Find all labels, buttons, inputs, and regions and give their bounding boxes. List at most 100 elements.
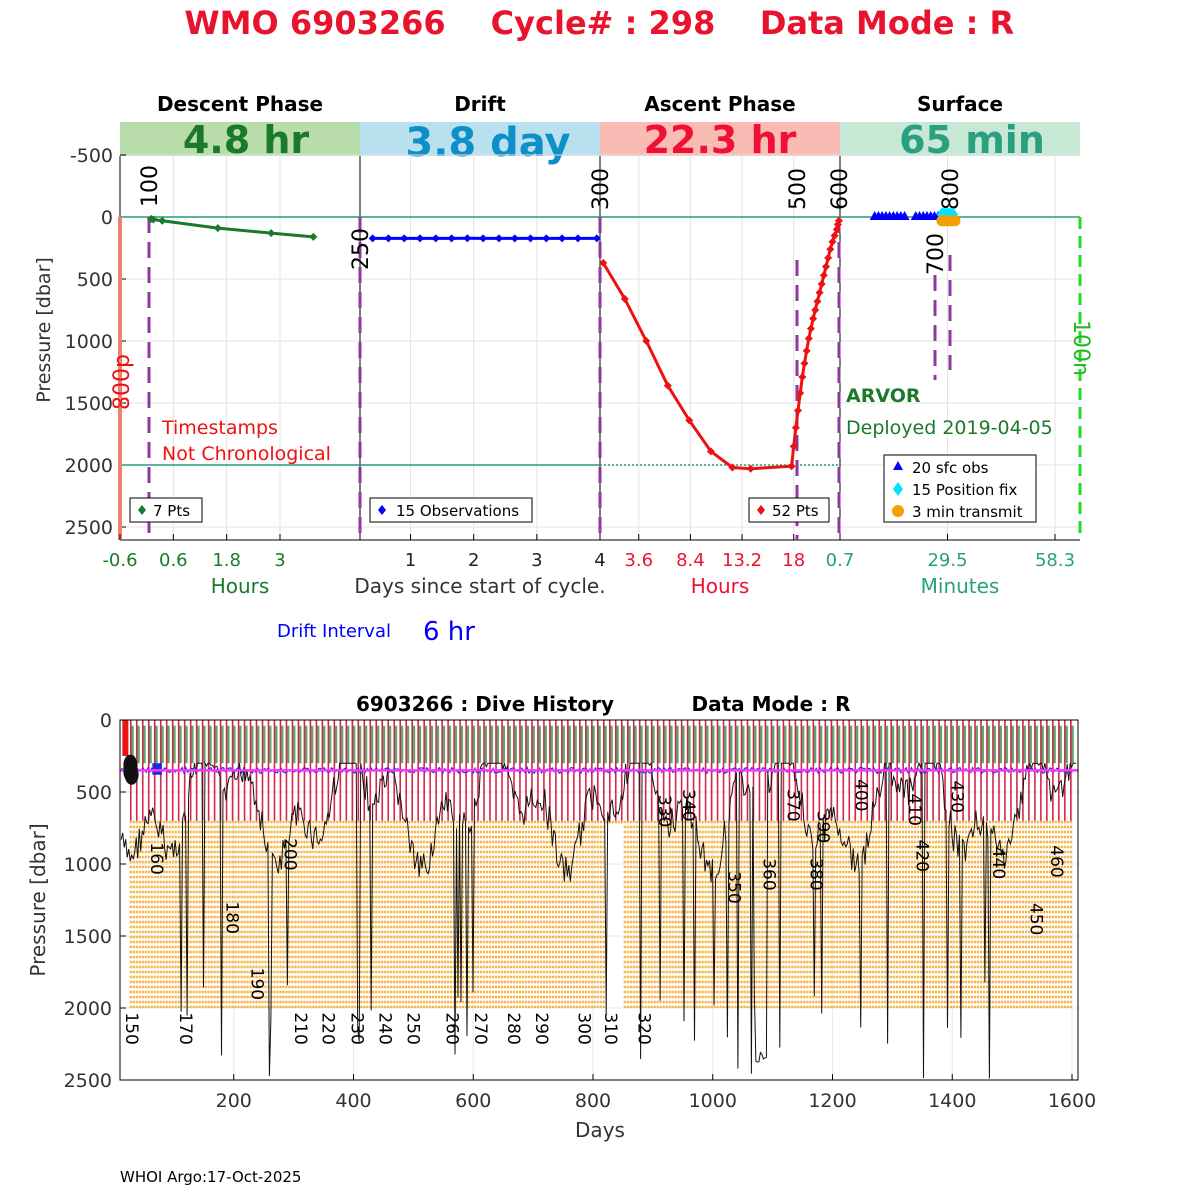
dive-history-plot: [120, 720, 1078, 1079]
marker-label-600: 600: [828, 168, 853, 210]
top-ytick-label: 1000: [65, 331, 113, 353]
marker-label-800p: 800p: [110, 354, 135, 410]
bottom-xtick-label: 800: [575, 1090, 611, 1112]
top-xtick-label: 29.5: [927, 550, 967, 571]
cycle-label: 340: [678, 789, 698, 821]
legend-ascent: 52 Pts: [749, 498, 829, 522]
cycle-label: 380: [805, 858, 825, 890]
bottom-xtick-label: 1200: [808, 1090, 856, 1112]
bottom-ytick-label: 2500: [64, 1070, 112, 1092]
bottom-xtick-label: 400: [335, 1090, 371, 1112]
top-xtick-label: 3: [531, 550, 542, 571]
data-point-descent: [214, 224, 222, 232]
xlabel-descent: Hours: [211, 574, 270, 598]
data-point-drift: [558, 234, 566, 242]
data-point-ascent: [822, 263, 830, 271]
title-wmo: WMO 6903266: [184, 4, 445, 42]
xlabel-surface: Minutes: [921, 574, 1000, 598]
legend-ascent-label: 52 Pts: [772, 502, 819, 520]
series-line-descent: [151, 219, 313, 237]
data-point-descent: [309, 233, 317, 241]
top-y-axis-label: Pressure [dbar]: [33, 257, 55, 403]
xlabel-drift: Days since start of cycle.: [354, 574, 605, 598]
top-xtick-label: 4: [594, 550, 605, 571]
cycle-label: 360: [759, 858, 779, 890]
top-xtick-label: 8.4: [676, 550, 705, 571]
bottom-xtick-label: 1000: [689, 1090, 737, 1112]
bottom-xtick-label: 600: [455, 1090, 491, 1112]
cycle-label: 420: [911, 840, 931, 872]
cycle-label: 310: [600, 1012, 620, 1044]
legend-transmit-label: 3 min transmit: [912, 503, 1023, 521]
data-point-descent: [267, 229, 275, 237]
footer-credit: WHOI Argo:17-Oct-2025: [120, 1168, 301, 1186]
cycle-label: 390: [813, 811, 833, 843]
phase-title-descent: Descent Phase: [157, 92, 323, 116]
marker-label-800: 800: [939, 168, 964, 210]
data-point-ascent: [820, 271, 828, 279]
top-xtick-label: 1: [405, 550, 416, 571]
bottom-chart-frame: [120, 720, 1078, 1080]
top-xtick-label: -0.6: [102, 550, 137, 571]
legend-drift: 15 Observations: [370, 498, 532, 522]
cycle-label: 330: [654, 795, 674, 827]
data-point-ascent: [788, 462, 796, 470]
cycle-label: 180: [222, 901, 242, 933]
cycle-label: 170: [175, 1012, 195, 1044]
phase-title-ascent: Ascent Phase: [644, 92, 795, 116]
dive-history-title: 6903266 : Dive History: [356, 692, 614, 716]
data-point-drift: [400, 234, 408, 242]
top-xtick-label: 58.3: [1035, 550, 1075, 571]
cycle-label: 220: [317, 1012, 337, 1044]
cycle-label: 410: [904, 793, 924, 825]
data-point-ascent: [824, 254, 832, 262]
cycle-label: 430: [947, 780, 967, 812]
drift-interval-value: 6 hr: [423, 617, 475, 647]
cycle-label: 250: [402, 1012, 422, 1044]
dive-history-mode: Data Mode : R: [692, 692, 851, 716]
bottom-x-axis-label: Days: [575, 1118, 625, 1142]
bottom-ytick-label: 500: [76, 782, 112, 804]
data-point-ascent: [798, 373, 806, 381]
cycle-label: 350: [723, 871, 743, 903]
cycle-label: 300: [574, 1012, 594, 1044]
cycle-label: 160: [146, 842, 166, 874]
data-point-ascent: [809, 315, 817, 323]
data-point-drift: [479, 234, 487, 242]
cycle-label: 240: [374, 1012, 394, 1044]
phase-title-surface: Surface: [917, 92, 1003, 116]
cycle-label: 150: [121, 1012, 141, 1044]
cycle-label: 440: [988, 847, 1008, 879]
marker-label-250: 250: [349, 228, 374, 270]
drift-interval-label: Drift Interval: [277, 621, 391, 642]
legend-sfc-obs-label: 20 sfc obs: [912, 459, 989, 477]
annotation-timestamps: Timestamps: [161, 417, 278, 439]
cycle-label: 450: [1026, 903, 1046, 935]
legend-descent: 7 Pts: [130, 498, 202, 522]
transmit-point: [949, 215, 960, 226]
deploy-date: Deployed 2019-04-05: [846, 417, 1053, 439]
top-ytick-label: 500: [77, 269, 113, 291]
top-xtick-label: 3.6: [624, 550, 653, 571]
duration-drift: 3.8 day: [405, 120, 570, 166]
data-point-drift: [384, 234, 392, 242]
top-xtick-label: 3: [274, 550, 285, 571]
data-point-ascent: [807, 325, 815, 333]
data-point-descent: [158, 217, 166, 225]
bottom-xtick-label: 200: [216, 1090, 252, 1112]
top-ytick-label: 0: [101, 207, 113, 229]
data-point-ascent: [816, 289, 824, 297]
top-ytick-label: -500: [70, 145, 113, 167]
data-point-drift: [511, 234, 519, 242]
data-point-ascent: [792, 424, 800, 432]
top-ytick-label: 2500: [65, 517, 113, 539]
marker-label-100n: 100n: [1068, 320, 1093, 376]
marker-label-300: 300: [589, 168, 614, 210]
data-point-ascent: [747, 465, 755, 473]
data-point-drift: [574, 234, 582, 242]
legend-transmit-marker: [892, 505, 904, 517]
data-point-drift: [432, 234, 440, 242]
